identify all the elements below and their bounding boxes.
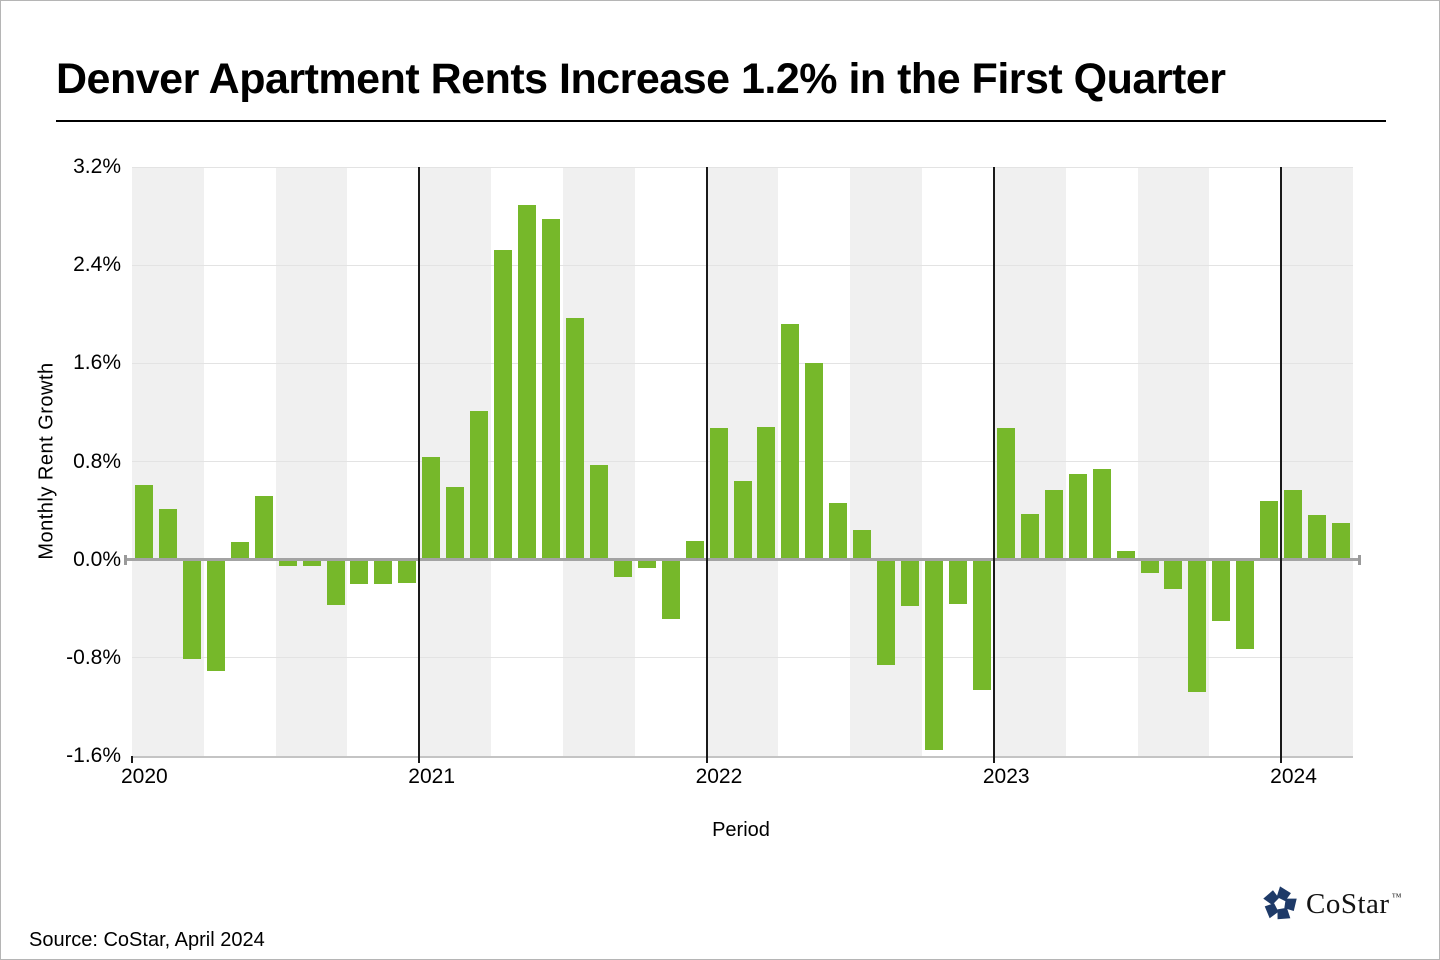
bar-2023-03 [1044,489,1063,560]
year-tick-2020 [131,756,133,763]
bar-2023-10 [1212,559,1231,621]
y-tick-label: 2.4% [73,253,121,277]
bar-2020-08 [302,559,321,566]
gridline [132,166,1353,168]
bar-2020-06 [254,495,273,560]
bar-2023-01 [996,428,1015,560]
y-tick-label: -0.8% [66,645,121,669]
y-axis-title: Monthly Rent Growth [35,362,58,560]
bar-2022-06 [829,503,848,560]
gridline [132,461,1353,462]
costar-pinwheel-icon [1263,886,1297,920]
bar-2020-11 [374,559,393,585]
bar-2020-09 [326,559,345,606]
bar-2021-07 [565,317,584,560]
gridline [132,657,1353,659]
bar-2020-03 [182,559,201,660]
bar-2020-01 [134,484,153,560]
bar-2023-09 [1188,559,1207,693]
trademark-symbol: ™ [1391,891,1402,903]
bar-2022-04 [781,324,800,560]
zero-baseline-right-cap [1358,554,1361,565]
x-tick-label-2020: 2020 [121,765,168,788]
bar-2023-07 [1140,559,1159,574]
bar-2021-01 [422,456,441,560]
bar-2020-10 [350,559,369,585]
bar-2023-06 [1116,551,1135,560]
year-line-2024 [1280,167,1283,763]
bar-2023-04 [1068,473,1087,560]
year-line-2022 [705,167,708,763]
plot-area: 3.2% 2.4% 1.6% 0.8% 0.0% -0.8% -1.6% 2020 2021 20… [66,156,1361,788]
bar-2020-12 [398,559,417,583]
costar-logo-text: CoStar ™ [1306,887,1402,920]
y-tick-label: -1.6% [66,744,121,767]
bar-2021-04 [494,250,513,560]
bar-2021-11 [661,559,680,619]
bar-2021-09 [613,559,632,577]
bar-2024-02 [1308,515,1327,560]
zero-baseline [126,558,1359,562]
bar-2022-01 [709,428,728,560]
bar-2021-02 [446,487,465,560]
bar-2020-02 [158,509,177,560]
bar-2022-07 [853,530,872,560]
x-tick-label-2021: 2021 [408,765,455,788]
y-tick-label: 0.0% [73,547,121,571]
bar-2021-10 [637,559,656,569]
gridline [132,362,1353,364]
bar-2022-08 [877,559,896,666]
bar-2022-02 [733,481,752,560]
bar-2023-12 [1260,500,1279,560]
bar-2022-03 [757,427,776,560]
zero-baseline-left-cap [124,554,127,565]
bar-2020-04 [206,559,225,672]
year-line-2021 [418,167,421,763]
bar-2021-08 [589,465,608,560]
bar-2022-12 [972,559,991,690]
bar-2021-03 [470,411,489,560]
y-tick-label: 0.8% [73,449,121,473]
y-tick-label: 1.6% [73,351,121,375]
bar-2021-05 [518,205,537,560]
y-tick-label: 3.2% [73,155,121,178]
bar-2023-08 [1164,559,1183,590]
bar-2022-09 [901,559,920,607]
bar-2022-05 [805,363,824,560]
year-line-2023 [992,167,995,763]
x-tick-label-2023: 2023 [982,765,1030,788]
bar-2021-06 [541,218,560,560]
bar-2021-12 [685,541,704,560]
bar-2024-01 [1284,489,1303,560]
bar-2020-05 [230,542,249,560]
x-tick-label-2022: 2022 [695,765,743,788]
bar-2023-05 [1092,468,1111,560]
bar-2023-11 [1236,559,1255,650]
title-rule [56,120,1386,122]
bar-2023-02 [1020,514,1039,560]
page-title: Denver Apartment Rents Increase 1.2% in … [56,55,1226,103]
bar-2022-11 [948,559,967,604]
gridline [132,755,1353,758]
source-note: Source: CoStar, April 2024 [29,929,265,951]
costar-logo: CoStar ™ [1261,885,1402,923]
bar-2024-03 [1332,522,1351,560]
bar-2020-07 [278,559,297,566]
x-axis-title: Period [712,819,770,841]
x-tick-label-2024: 2024 [1270,765,1317,788]
gridline [132,264,1353,266]
bar-2022-10 [925,559,944,750]
